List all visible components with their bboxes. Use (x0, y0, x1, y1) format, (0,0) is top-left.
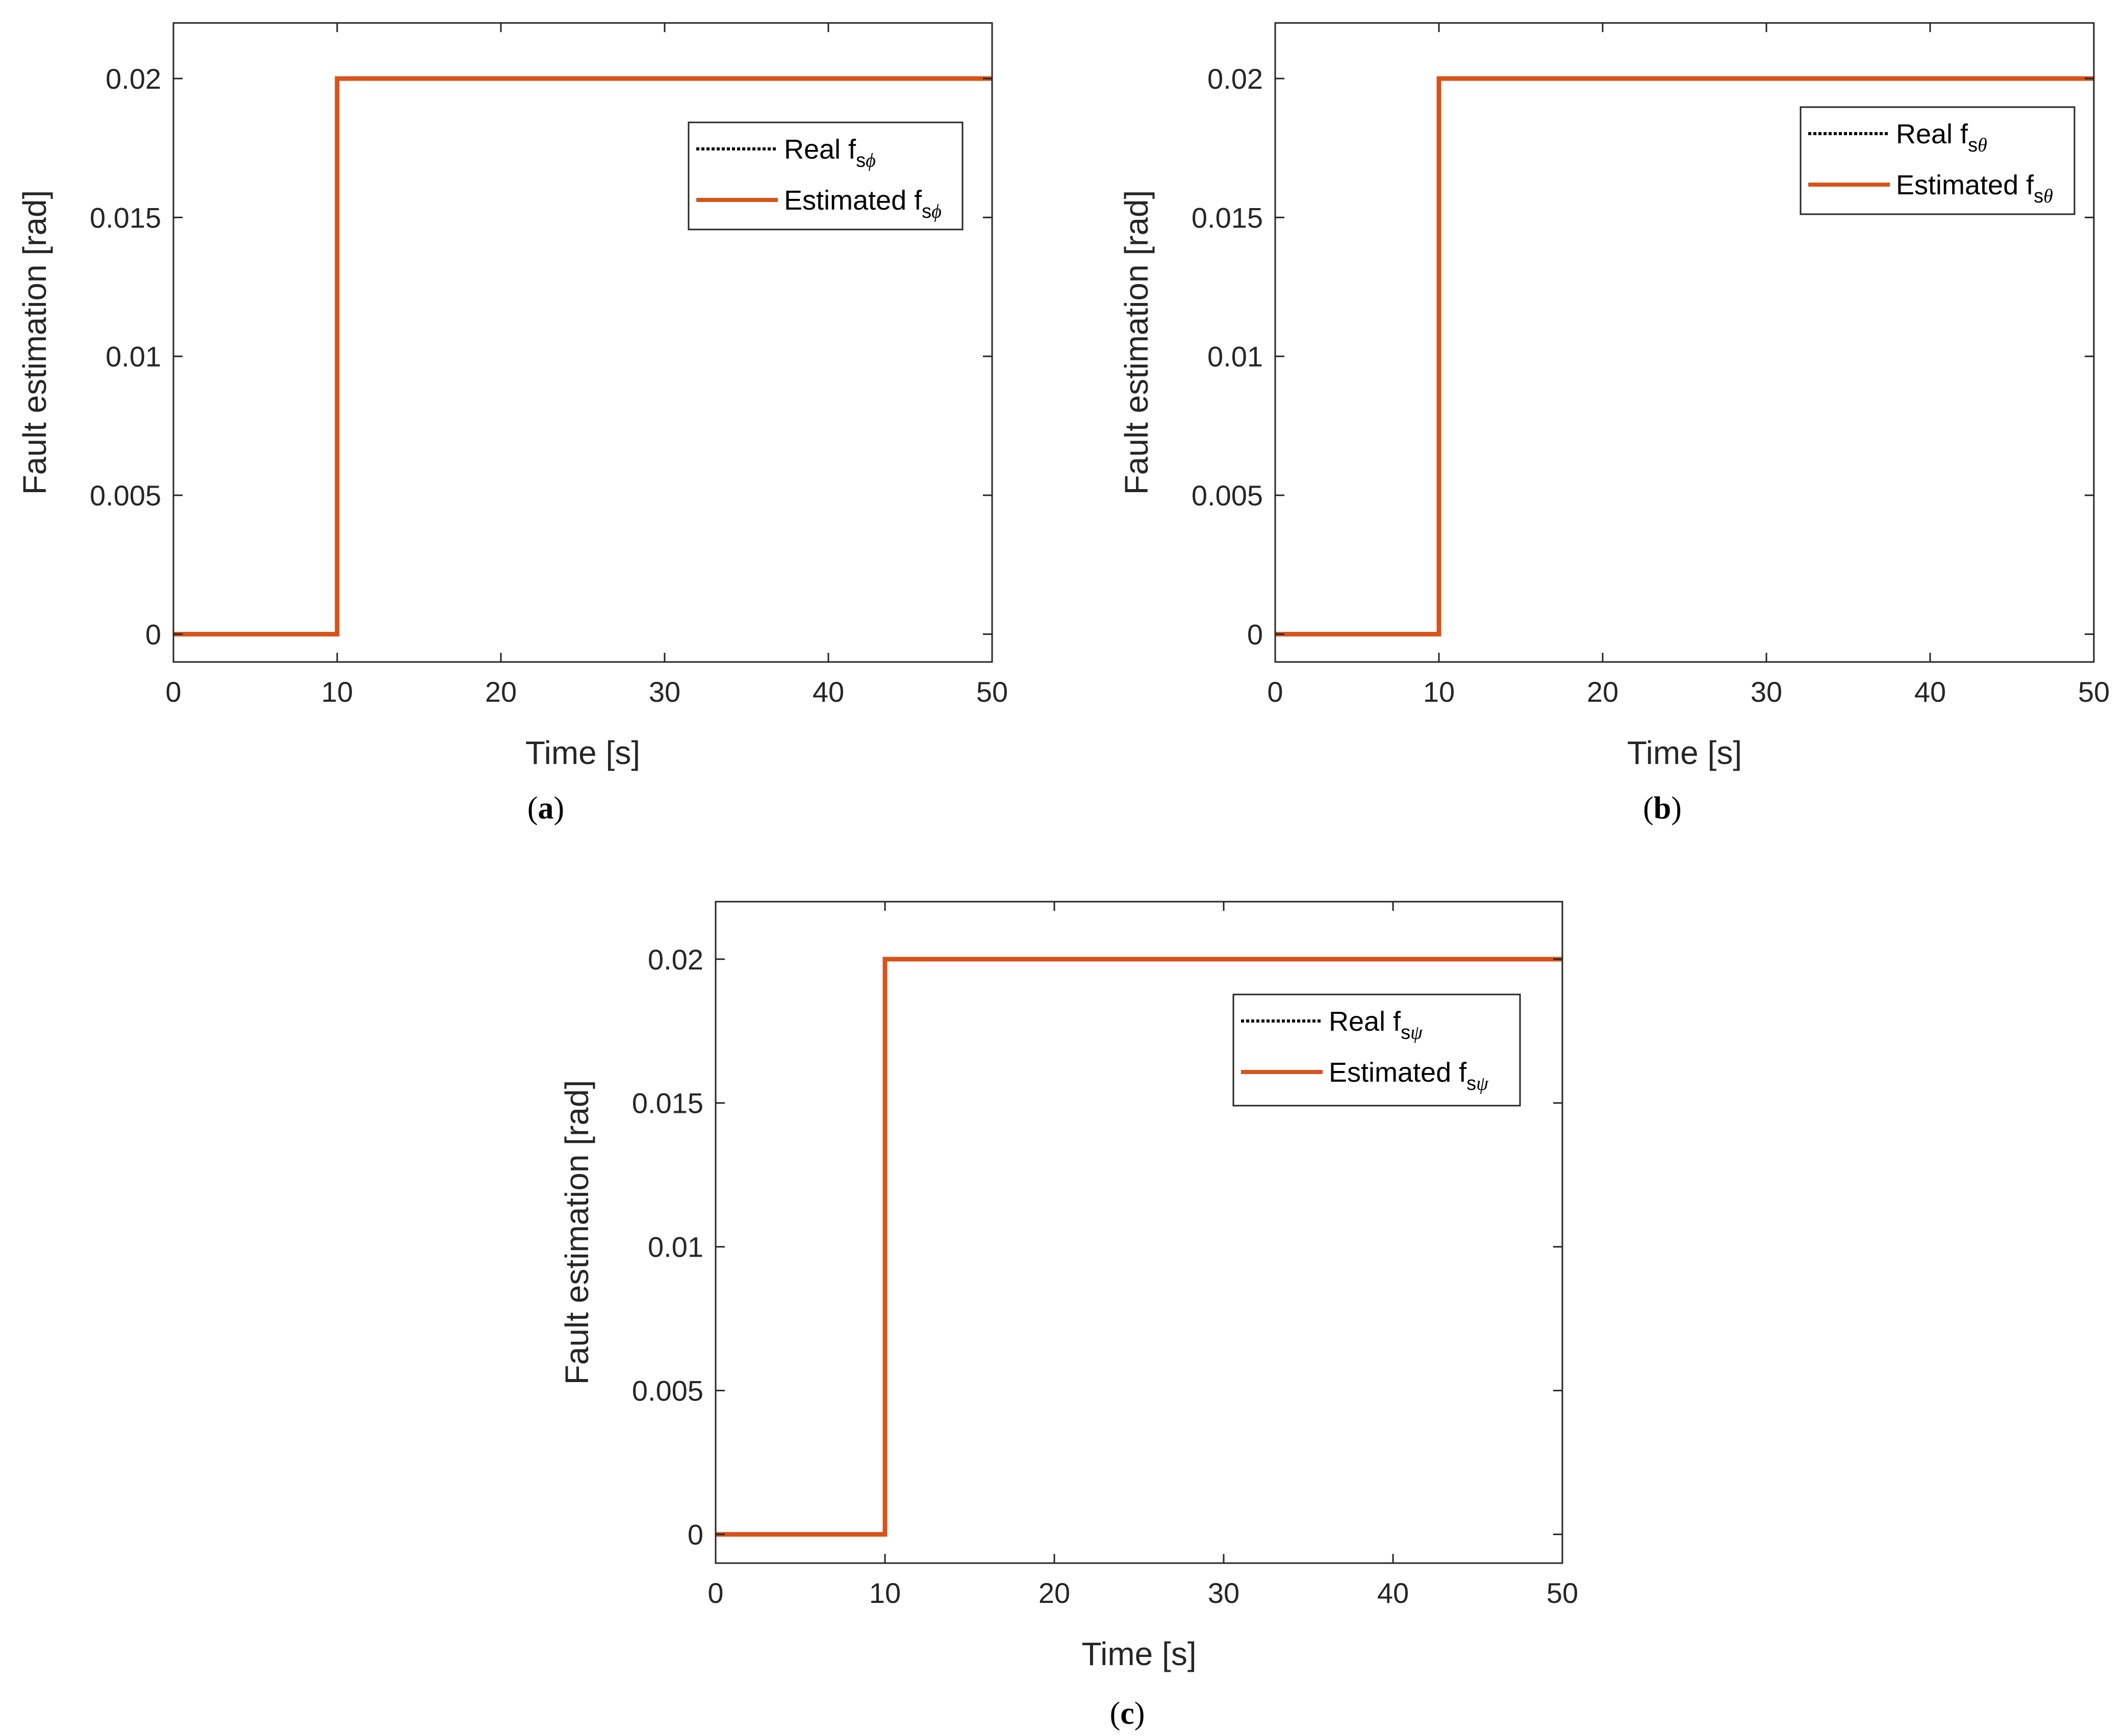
y-tick-label: 0 (1247, 619, 1263, 651)
y-tick-label: 0.015 (90, 201, 161, 234)
legend-entry-subscript: s (1466, 1073, 1476, 1094)
y-tick-label: 0 (145, 619, 161, 651)
legend-entry-greek: ϕ (866, 150, 876, 171)
y-tick-label: 0.005 (90, 479, 161, 512)
legend-entry-label: Estimated fsϕ (784, 185, 942, 222)
y-tick-label: 0.02 (106, 63, 161, 95)
axes-box (715, 901, 1563, 1564)
y-tick-label: 0.02 (1207, 63, 1263, 95)
x-tick-label: 30 (1751, 676, 1782, 708)
legend-box (688, 121, 964, 231)
x-tick-label: 20 (485, 676, 517, 708)
x-tick-label: 30 (649, 676, 680, 708)
x-tick-label: 10 (1423, 676, 1455, 708)
legend-entry-name: Estimated f (1329, 1057, 1467, 1088)
legend-entry-subscript: s (922, 201, 931, 222)
axes-box (172, 22, 993, 663)
legend-box (1800, 106, 2076, 215)
y-tick-label: 0.015 (1192, 201, 1263, 234)
y-tick-label: 0.005 (1192, 479, 1263, 512)
panel-caption-letter: a (538, 791, 554, 826)
chart-panel-c: 0 10 20 30 40 50 0 0.005 0.01 0.015 0.02 Time [s] Fa… (559, 901, 1578, 1731)
legend-entry-subscript: s (856, 150, 866, 171)
x-tick-label: 40 (1377, 1577, 1409, 1609)
series-line-estimated (716, 957, 1562, 1537)
panel-caption: (b) (1643, 791, 1682, 826)
x-tick-label: 10 (321, 676, 353, 708)
legend-entry-greek: ψ (1410, 1022, 1423, 1043)
legend-entry-label: Real fsϕ (784, 134, 876, 171)
legend-entry-name: Real f (1896, 119, 1968, 149)
x-tick-label: 20 (1587, 676, 1618, 708)
legend-entry-label: Real fsψ (1329, 1006, 1423, 1043)
x-tick-label: 30 (1208, 1577, 1239, 1609)
x-tick-label: 0 (165, 676, 181, 708)
legend-entry-greek: ϕ (931, 201, 942, 222)
x-tick-label: 20 (1039, 1577, 1070, 1609)
y-tick-label: 0.01 (648, 1231, 703, 1263)
legend-entry-greek: θ (1978, 135, 1987, 156)
x-tick-label: 50 (976, 676, 1008, 708)
chart-panel-b: 0 10 20 30 40 50 0 0.005 0.01 0.015 0.02 Time [s] Fa… (1118, 22, 2110, 826)
legend-entry-name: Real f (1329, 1006, 1401, 1037)
legend-entry-label: Estimated fsθ (1896, 170, 2053, 207)
legend-entry-greek: θ (2043, 186, 2053, 207)
legend-entry-subscript: s (1401, 1022, 1410, 1043)
y-axis-label: Fault estimation [rad] (1118, 190, 1155, 495)
legend-entry-subscript: s (1968, 135, 1978, 156)
chart-panel-a: 0 10 20 30 40 50 0 0.005 0.01 0.015 0.02 Time [s] Fa… (16, 22, 1008, 826)
x-axis-label: Time [s] (1081, 1636, 1196, 1672)
legend-entry-label: Real fsθ (1896, 119, 1987, 156)
legend-entry-label: Estimated fsψ (1329, 1057, 1489, 1094)
y-axis-label: Fault estimation [rad] (559, 1080, 595, 1385)
panel-caption: (a) (527, 791, 564, 826)
x-tick-label: 50 (1547, 1577, 1578, 1609)
panel-caption-letter: c (1120, 1696, 1134, 1731)
panel-caption: (c) (1110, 1696, 1145, 1731)
y-tick-label: 0.005 (632, 1375, 703, 1407)
axes-box (1274, 22, 2095, 663)
x-tick-label: 40 (813, 676, 844, 708)
series-line-estimated (173, 76, 992, 636)
panel-caption-letter: b (1654, 791, 1671, 826)
y-tick-label: 0.015 (632, 1087, 703, 1119)
x-axis-label: Time [s] (1627, 734, 1742, 771)
x-tick-label: 40 (1914, 676, 1946, 708)
y-tick-label: 0.01 (1207, 341, 1263, 373)
legend-entry-subscript: s (2034, 186, 2043, 207)
legend-entry-greek: ψ (1476, 1073, 1489, 1094)
y-tick-label: 0.02 (648, 943, 703, 976)
y-tick-label: 0 (688, 1519, 703, 1551)
x-tick-label: 50 (2078, 676, 2110, 708)
legend-entry-name: Estimated f (1896, 170, 2034, 200)
legend-box (1232, 993, 1521, 1107)
y-axis-label: Fault estimation [rad] (16, 190, 53, 495)
series-line-estimated (1275, 76, 2094, 636)
x-tick-label: 10 (869, 1577, 901, 1609)
plot-area (173, 23, 992, 662)
x-axis-label: Time [s] (525, 734, 640, 771)
legend-entry-name: Real f (784, 134, 856, 165)
legend-entry-name: Estimated f (784, 185, 922, 216)
y-tick-label: 0.01 (106, 341, 161, 373)
x-tick-label: 0 (707, 1577, 723, 1609)
x-tick-label: 0 (1267, 676, 1283, 708)
